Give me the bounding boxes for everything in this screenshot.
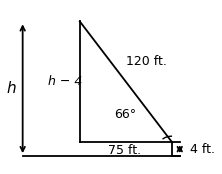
- Text: 66°: 66°: [114, 108, 136, 121]
- Text: h: h: [7, 81, 16, 96]
- Text: 75 ft.: 75 ft.: [108, 144, 141, 157]
- Text: 4 ft.: 4 ft.: [190, 143, 215, 156]
- Text: 120 ft.: 120 ft.: [126, 55, 167, 68]
- Text: h − 4: h − 4: [48, 75, 83, 88]
